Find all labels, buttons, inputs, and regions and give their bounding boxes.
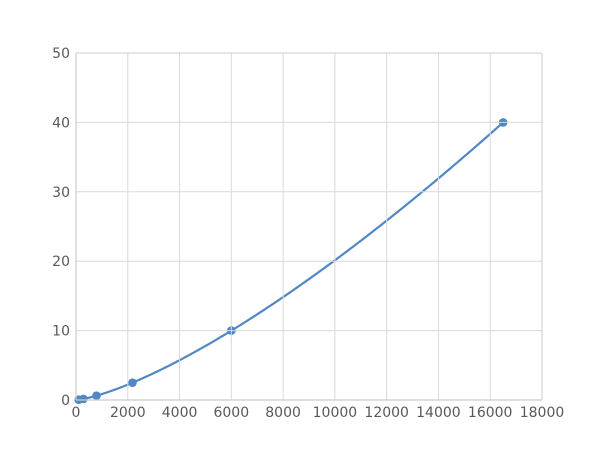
x-tick-label: 6000: [213, 405, 249, 421]
y-tick-label: 30: [52, 185, 70, 201]
x-tick-label: 4000: [162, 405, 198, 421]
x-tick-label: 18000: [520, 405, 565, 421]
series-line: [77, 121, 505, 401]
x-tick-label: 0: [72, 405, 81, 421]
data-point-marker: [128, 378, 137, 387]
x-tick-label: 12000: [364, 405, 409, 421]
x-tick-label: 14000: [416, 405, 461, 421]
y-tick-label: 10: [52, 324, 70, 340]
y-tick-label: 50: [52, 46, 70, 62]
data-point-marker: [92, 391, 101, 400]
x-tick-label: 16000: [468, 405, 513, 421]
y-tick-label: 20: [52, 254, 70, 270]
x-tick-label: 2000: [110, 405, 146, 421]
x-tick-label: 10000: [313, 405, 358, 421]
x-tick-label: 8000: [265, 405, 301, 421]
y-tick-label: 40: [52, 115, 70, 131]
y-tick-label: 0: [61, 393, 70, 409]
data-point-marker: [79, 394, 88, 404]
